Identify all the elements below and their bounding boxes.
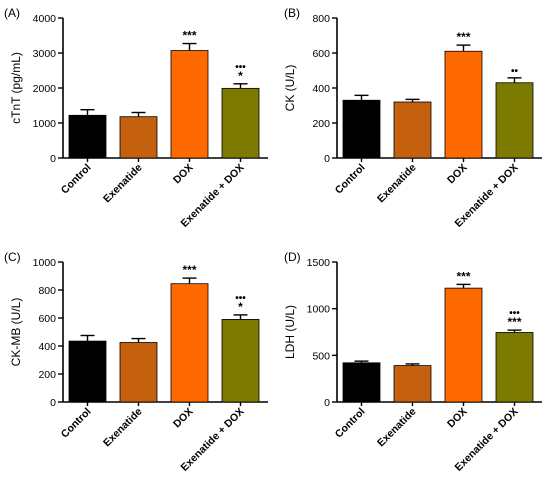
x-tick-label: Control xyxy=(59,162,94,197)
bar-exenatide-dox xyxy=(221,318,260,403)
significance-marker: *** xyxy=(456,269,470,283)
y-tick-label: 200 xyxy=(38,369,56,381)
x-tick-label: Exenatide xyxy=(101,406,145,450)
y-tick-label: 4000 xyxy=(33,13,57,25)
x-tick-label: Exenatide xyxy=(375,406,419,450)
x-tick-label: Control xyxy=(333,162,368,197)
y-tick-label: 0 xyxy=(50,153,56,165)
x-tick-label: DOX xyxy=(171,162,196,187)
chart-panel-1: (B) CK (U/L) 0 200 400 600 800 Control Exenatide… xyxy=(283,6,542,230)
chart-panel-2: (C) CK-MB (U/L) 0 200 400 600 800 1000 Control Ex… xyxy=(4,250,268,474)
y-tick-label: 600 xyxy=(312,48,330,60)
panel-label: (A) xyxy=(4,6,20,20)
chart-panel-0: (A) cTnT (pg/mL) 0 1000 2000 3000 4000 Control E… xyxy=(4,6,268,230)
bar-control xyxy=(68,114,107,159)
bar-dox xyxy=(444,50,483,159)
significance-marker: •• xyxy=(511,66,519,77)
y-tick-label: 0 xyxy=(50,397,56,409)
x-tick-label: Exenatide xyxy=(375,162,419,206)
y-tick-label: 600 xyxy=(38,313,56,325)
x-tick-label: Control xyxy=(59,406,94,441)
bar-dox xyxy=(170,283,209,403)
x-tick-label: DOX xyxy=(445,162,470,187)
y-axis-label: CK (U/L) xyxy=(283,65,297,112)
x-tick-label: DOX xyxy=(171,406,196,431)
y-tick-label: 1000 xyxy=(33,257,57,269)
bar-exenatide xyxy=(393,101,432,159)
panel-label: (C) xyxy=(4,250,21,264)
panel-label: (B) xyxy=(284,6,300,20)
y-tick-label: 400 xyxy=(38,341,56,353)
y-tick-label: 1000 xyxy=(307,304,331,316)
y-tick-label: 400 xyxy=(312,83,330,95)
bar-control xyxy=(342,99,381,159)
y-tick-label: 800 xyxy=(312,13,330,25)
bar-exenatide-dox xyxy=(221,87,260,159)
significance-marker: * xyxy=(238,69,243,83)
significance-marker: ••• xyxy=(235,62,246,73)
bar-exenatide xyxy=(119,116,158,159)
y-tick-label: 1500 xyxy=(307,257,331,269)
significance-marker: ••• xyxy=(509,308,520,319)
chart-panel-3: (D) LDH (U/L) 0 500 1000 1500 Control Exenatide… xyxy=(283,250,542,474)
y-tick-label: 3000 xyxy=(33,48,57,60)
y-tick-label: 0 xyxy=(324,153,330,165)
bar-control xyxy=(342,362,381,403)
bar-exenatide-dox xyxy=(495,82,534,159)
significance-marker: *** xyxy=(456,30,470,44)
bar-exenatide-dox xyxy=(495,332,534,403)
y-tick-label: 800 xyxy=(38,285,56,297)
x-tick-label: DOX xyxy=(445,406,470,431)
significance-marker: *** xyxy=(507,315,521,329)
y-axis-label: cTnT (pg/mL) xyxy=(9,52,23,124)
bar-exenatide xyxy=(393,365,432,403)
y-axis-label: LDH (U/L) xyxy=(283,305,297,359)
y-axis-label: CK-MB (U/L) xyxy=(9,298,23,367)
significance-marker: ••• xyxy=(235,293,246,304)
significance-marker: *** xyxy=(182,263,196,277)
panel-label: (D) xyxy=(284,250,301,264)
bar-dox xyxy=(444,287,483,403)
bar-exenatide xyxy=(119,342,158,403)
y-tick-label: 2000 xyxy=(33,83,57,95)
x-tick-label: Exenatide xyxy=(101,162,145,206)
y-tick-label: 0 xyxy=(324,397,330,409)
bar-dox xyxy=(170,50,209,159)
significance-marker: *** xyxy=(182,29,196,43)
significance-marker: * xyxy=(238,300,243,314)
y-tick-label: 200 xyxy=(312,118,330,130)
x-tick-label: Control xyxy=(333,406,368,441)
y-tick-label: 500 xyxy=(312,350,330,362)
y-tick-label: 1000 xyxy=(33,118,57,130)
bar-control xyxy=(68,340,107,403)
